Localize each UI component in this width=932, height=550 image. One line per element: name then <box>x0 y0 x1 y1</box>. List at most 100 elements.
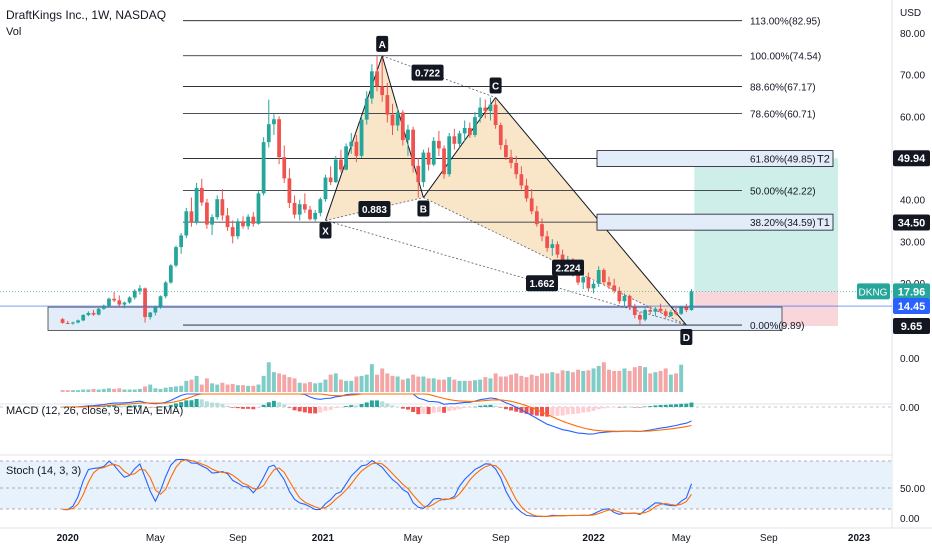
candle-body[interactable] <box>617 290 622 302</box>
candle-body[interactable] <box>364 98 369 120</box>
candle-body[interactable] <box>117 300 122 305</box>
candle-body[interactable] <box>122 302 127 305</box>
macd-pane[interactable]: MACD (12, 26, close, 9, EMA, EMA) <box>0 393 892 435</box>
candle-body[interactable] <box>689 291 694 311</box>
candle-body[interactable] <box>277 119 281 158</box>
candle-body[interactable] <box>380 86 385 96</box>
candle-body[interactable] <box>627 295 632 308</box>
candle-body[interactable] <box>132 290 137 298</box>
candle-body[interactable] <box>437 140 441 149</box>
candle-body[interactable] <box>447 136 452 175</box>
candle-body[interactable] <box>71 322 75 324</box>
candle-body[interactable] <box>339 159 343 170</box>
candle-body[interactable] <box>76 320 80 323</box>
candle-body[interactable] <box>643 310 647 320</box>
candle-body[interactable] <box>138 288 142 291</box>
candle-body[interactable] <box>215 199 220 218</box>
candle-body[interactable] <box>483 107 488 111</box>
candle-body[interactable] <box>390 114 395 126</box>
candle-body[interactable] <box>498 125 503 146</box>
candle-body[interactable] <box>153 307 158 313</box>
signal-line[interactable] <box>62 393 692 432</box>
candle-body[interactable] <box>220 199 225 216</box>
candle-body[interactable] <box>96 308 101 315</box>
candle-body[interactable] <box>622 295 627 302</box>
candle-body[interactable] <box>318 199 323 213</box>
candle-body[interactable] <box>442 148 446 175</box>
candle-body[interactable] <box>504 145 508 158</box>
candle-body[interactable] <box>91 312 96 315</box>
candle-body[interactable] <box>194 187 199 223</box>
candle-body[interactable] <box>241 221 245 227</box>
candle-body[interactable] <box>179 235 184 248</box>
candle-body[interactable] <box>545 236 550 248</box>
candle-body[interactable] <box>416 165 421 183</box>
candle-body[interactable] <box>488 104 493 111</box>
candle-body[interactable] <box>86 312 91 316</box>
candle-body[interactable] <box>509 157 513 163</box>
candle-body[interactable] <box>210 217 214 225</box>
candle-body[interactable] <box>272 119 276 125</box>
candle-body[interactable] <box>586 277 591 289</box>
candle-body[interactable] <box>607 282 611 286</box>
candle-body[interactable] <box>143 288 147 318</box>
candle-body[interactable] <box>65 322 70 324</box>
candle-body[interactable] <box>81 315 86 321</box>
candle-body[interactable] <box>282 157 287 179</box>
pattern-leg-CD[interactable] <box>495 97 687 326</box>
candle-body[interactable] <box>529 198 534 212</box>
candle-body[interactable] <box>400 112 405 141</box>
candle-body[interactable] <box>266 124 271 143</box>
candle-body[interactable] <box>632 307 637 316</box>
fib-levels[interactable]: 113.00%(82.95) 100.00%(74.54) 88.60%(67.17… <box>183 17 834 332</box>
candle-body[interactable] <box>679 307 684 314</box>
candle-body[interactable] <box>648 310 653 312</box>
candle-body[interactable] <box>601 270 606 283</box>
candle-body[interactable] <box>581 277 586 283</box>
candle-body[interactable] <box>225 215 230 228</box>
candle-body[interactable] <box>313 212 318 220</box>
candle-body[interactable] <box>189 211 194 223</box>
candle-body[interactable] <box>674 312 678 314</box>
candle-body[interactable] <box>540 224 544 237</box>
candle-body[interactable] <box>668 312 673 316</box>
candle-body[interactable] <box>359 119 364 156</box>
candle-body[interactable] <box>395 112 400 126</box>
candle-body[interactable] <box>246 216 251 227</box>
candle-body[interactable] <box>127 297 132 303</box>
candle-body[interactable] <box>158 296 163 308</box>
candle-body[interactable] <box>256 193 261 224</box>
candle-body[interactable] <box>411 129 415 166</box>
time-axis[interactable]: 2020 May Sep 2021 May Sep 2022 May Sep 2023 <box>57 533 871 544</box>
candle-body[interactable] <box>205 202 209 225</box>
candle-body[interactable] <box>107 298 111 306</box>
candle-body[interactable] <box>462 127 467 134</box>
candle-body[interactable] <box>344 146 348 170</box>
candle-body[interactable] <box>370 71 374 99</box>
candle-body[interactable] <box>354 141 359 156</box>
candle-body[interactable] <box>323 177 328 200</box>
candle-body[interactable] <box>519 174 524 186</box>
candle-body[interactable] <box>375 71 379 87</box>
candle-body[interactable] <box>230 227 235 237</box>
candle-body[interactable] <box>663 311 668 316</box>
candle-body[interactable] <box>658 308 663 312</box>
candle-body[interactable] <box>493 104 498 126</box>
candle-body[interactable] <box>251 216 256 224</box>
candle-body[interactable] <box>349 141 354 147</box>
candle-body[interactable] <box>653 308 658 312</box>
candle-body[interactable] <box>199 187 204 203</box>
candle-body[interactable] <box>163 282 168 297</box>
candle-body[interactable] <box>101 305 106 309</box>
candle-body[interactable] <box>148 312 153 318</box>
candle-body[interactable] <box>514 162 519 175</box>
candle-body[interactable] <box>638 315 642 320</box>
candle-body[interactable] <box>576 273 580 283</box>
candle-body[interactable] <box>292 202 297 215</box>
candle-body[interactable] <box>168 265 173 283</box>
stoch-d-line[interactable] <box>62 459 692 517</box>
candle-body[interactable] <box>550 244 555 248</box>
stoch-pane[interactable]: Stoch (14, 3, 3) <box>0 458 892 518</box>
candle-body[interactable] <box>524 185 529 199</box>
